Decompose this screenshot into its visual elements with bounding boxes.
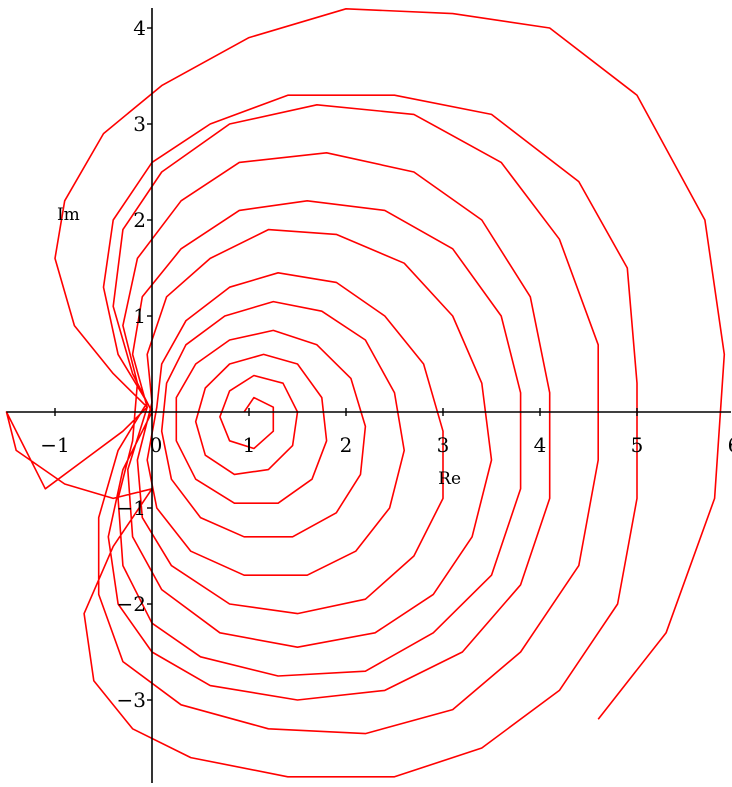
nyquist-curve-0 [5,8,726,778]
y-tick-label: 2 [133,208,146,232]
x-tick-label: 1 [243,433,256,457]
y-axis-label: Im [57,205,80,225]
y-tick-label: 4 [133,16,146,40]
y-tick-label: −2 [117,592,146,616]
x-tick-label: 4 [534,433,547,457]
x-tick-label: −1 [40,433,69,457]
x-axis-label: Re [438,469,461,489]
x-tick-label: 2 [340,433,353,457]
y-tick-label: −1 [117,496,146,520]
x-tick-label: 3 [437,433,450,457]
y-tick-label: 1 [133,304,146,328]
x-tick-label: 6 [728,433,732,457]
curve-layer [5,8,726,778]
x-tick-label: 5 [631,433,644,457]
ticks: −1 0 1 2 3 4 5 6 −3 −2 −1 1 2 3 4 [40,16,732,712]
axes [6,8,731,783]
x-tick-label: 0 [150,433,163,457]
y-tick-label: 3 [133,112,146,136]
y-tick-label: −3 [117,688,146,712]
